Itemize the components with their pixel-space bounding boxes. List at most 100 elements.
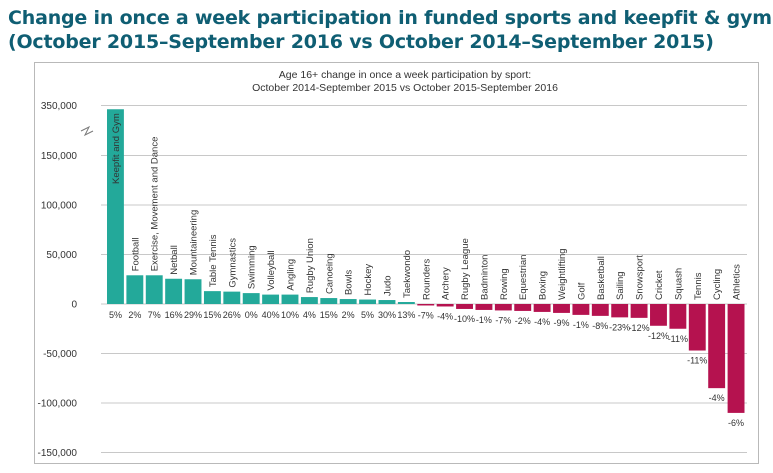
bar bbox=[281, 294, 299, 304]
data-label: 2% bbox=[128, 310, 141, 320]
y-tick-label: -100,000 bbox=[38, 399, 78, 410]
y-tick-label: 50,000 bbox=[46, 250, 77, 261]
category-label: Basketball bbox=[596, 256, 607, 300]
data-label: 26% bbox=[223, 310, 241, 320]
category-label: Rugby League bbox=[460, 238, 471, 300]
category-label: Football bbox=[130, 237, 141, 271]
bar bbox=[397, 302, 415, 304]
bar bbox=[688, 304, 706, 351]
bar bbox=[417, 304, 435, 306]
category-label: Netball bbox=[169, 245, 180, 275]
chart-title: Age 16+ change in once a week participat… bbox=[279, 69, 531, 81]
data-label: 10% bbox=[281, 310, 299, 320]
category-label: Swimming bbox=[247, 245, 258, 289]
data-label: 13% bbox=[397, 310, 415, 320]
category-label: Bowls bbox=[344, 269, 355, 295]
data-label: 5% bbox=[109, 310, 122, 320]
category-label: Mountaineering bbox=[189, 210, 200, 276]
bar bbox=[223, 291, 241, 304]
data-label: 7% bbox=[148, 310, 161, 320]
bar bbox=[126, 275, 144, 304]
bar bbox=[339, 299, 357, 304]
data-label: -8% bbox=[592, 321, 608, 331]
bar bbox=[262, 294, 280, 304]
bar bbox=[145, 275, 163, 304]
data-label: -12% bbox=[648, 331, 669, 341]
y-tick-label: -150,000 bbox=[38, 448, 78, 459]
category-label: Tennis bbox=[693, 272, 704, 300]
chart-subtitle: October 2014-September 2015 vs October 2… bbox=[252, 82, 558, 94]
y-tick-label: 100,000 bbox=[41, 201, 78, 212]
category-label: Archery bbox=[441, 267, 452, 300]
category-label: Athletics bbox=[732, 264, 743, 300]
bar bbox=[611, 304, 629, 318]
page-title-line-2: (October 2015–September 2016 vs October … bbox=[8, 31, 714, 53]
category-label: Gymnastics bbox=[227, 238, 238, 288]
bar bbox=[591, 304, 609, 316]
category-label: Rowing bbox=[499, 268, 510, 300]
data-label: -1% bbox=[573, 320, 589, 330]
bar bbox=[436, 304, 454, 307]
bar bbox=[359, 299, 377, 304]
bar bbox=[669, 304, 687, 329]
data-label: -2% bbox=[515, 316, 531, 326]
data-label: -4% bbox=[437, 311, 453, 321]
category-label: Boxing bbox=[538, 271, 549, 300]
data-label: 5% bbox=[361, 310, 374, 320]
category-label: Squash bbox=[673, 268, 684, 300]
data-label: -11% bbox=[687, 356, 707, 366]
bar bbox=[203, 291, 221, 304]
category-label: Canoeing bbox=[324, 253, 335, 294]
bar bbox=[378, 300, 396, 304]
page-title-line-1: Change in once a week participation in f… bbox=[8, 7, 772, 29]
data-label: -9% bbox=[553, 318, 569, 328]
bar bbox=[107, 109, 124, 304]
bar bbox=[456, 304, 473, 309]
category-label: Equestrian bbox=[518, 255, 529, 300]
category-label: Cycling bbox=[712, 269, 723, 300]
y-tick-label: -50,000 bbox=[43, 349, 77, 360]
data-label: 15% bbox=[203, 310, 221, 320]
data-label: -4% bbox=[534, 317, 550, 327]
data-label: 30% bbox=[378, 310, 396, 320]
bar bbox=[727, 304, 745, 413]
data-label: -7% bbox=[495, 315, 511, 325]
category-label: Rugby Union bbox=[305, 238, 316, 293]
data-label: 4% bbox=[303, 310, 316, 320]
bar bbox=[650, 304, 667, 326]
bar bbox=[242, 293, 260, 304]
data-label: -7% bbox=[418, 310, 434, 320]
bar bbox=[165, 278, 183, 304]
data-label: -10% bbox=[454, 314, 475, 324]
axis-break-mark bbox=[80, 125, 94, 137]
bar bbox=[494, 304, 512, 311]
category-label: Table Tennis bbox=[208, 234, 219, 287]
category-label: Golf bbox=[576, 282, 587, 300]
chart-frame: Age 16+ change in once a week participat… bbox=[34, 62, 759, 464]
page-title: Change in once a week participation in f… bbox=[8, 6, 772, 54]
category-label: Taekwondo bbox=[402, 250, 413, 298]
category-label: Rounders bbox=[421, 259, 432, 300]
bar bbox=[572, 304, 590, 315]
bar bbox=[533, 304, 551, 312]
category-label: Hockey bbox=[363, 264, 374, 296]
category-label: Keepfit and Gym bbox=[111, 113, 122, 184]
bar bbox=[514, 304, 532, 311]
bar-chart: Age 16+ change in once a week participat… bbox=[38, 69, 747, 459]
y-tick-label: 0 bbox=[71, 300, 77, 311]
category-label: Badminton bbox=[479, 255, 490, 300]
data-label: 29% bbox=[184, 310, 202, 320]
y-tick-label: 350,000 bbox=[41, 101, 78, 112]
bar bbox=[300, 297, 318, 304]
data-label: 15% bbox=[320, 310, 338, 320]
data-label: 40% bbox=[262, 310, 280, 320]
data-label: -1% bbox=[476, 315, 492, 325]
y-tick-label: 150,000 bbox=[41, 151, 78, 162]
data-label: 0% bbox=[245, 310, 258, 320]
bar bbox=[630, 304, 648, 318]
data-label: -12% bbox=[629, 323, 650, 333]
bar bbox=[553, 304, 570, 313]
category-label: Volleyball bbox=[266, 250, 277, 290]
data-label: -4% bbox=[709, 393, 725, 403]
category-label: Weightlifting bbox=[557, 248, 568, 300]
